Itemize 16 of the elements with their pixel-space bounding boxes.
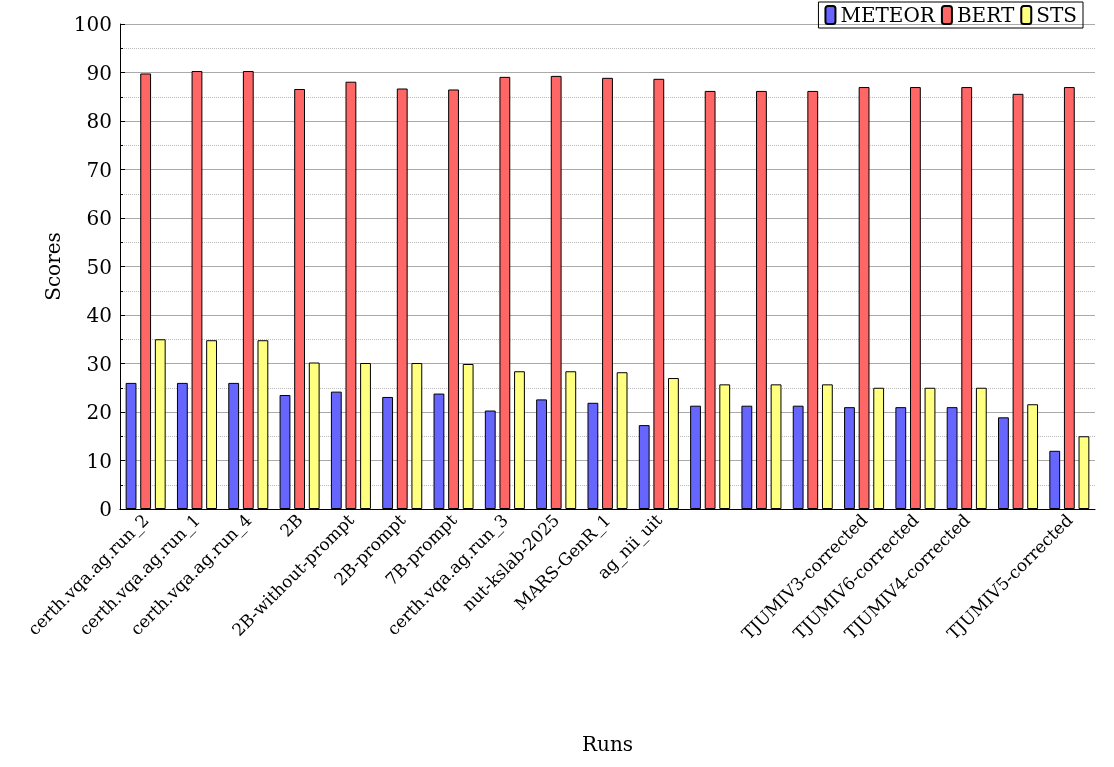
y-tick-label: 10 xyxy=(86,448,112,473)
y-tick-label: 20 xyxy=(86,400,112,424)
y-tick-label: 30 xyxy=(86,351,112,376)
y-tick-label: 40 xyxy=(86,303,112,327)
legend-label: STS xyxy=(1036,3,1078,27)
y-tick-label: 90 xyxy=(86,60,112,85)
y-tick-label: 100 xyxy=(73,12,112,36)
y-axis-title: Scores xyxy=(40,232,65,301)
y-tick-label: 80 xyxy=(86,109,112,133)
legend-label: BERT xyxy=(956,3,1015,27)
y-tick-label: 70 xyxy=(86,157,112,182)
x-axis-title: Runs xyxy=(581,732,634,756)
y-tick-label: 60 xyxy=(86,206,112,230)
y-tick-label: 50 xyxy=(86,254,112,279)
legend-label: METEOR xyxy=(840,3,936,27)
y-tick-label: 0 xyxy=(99,497,112,521)
